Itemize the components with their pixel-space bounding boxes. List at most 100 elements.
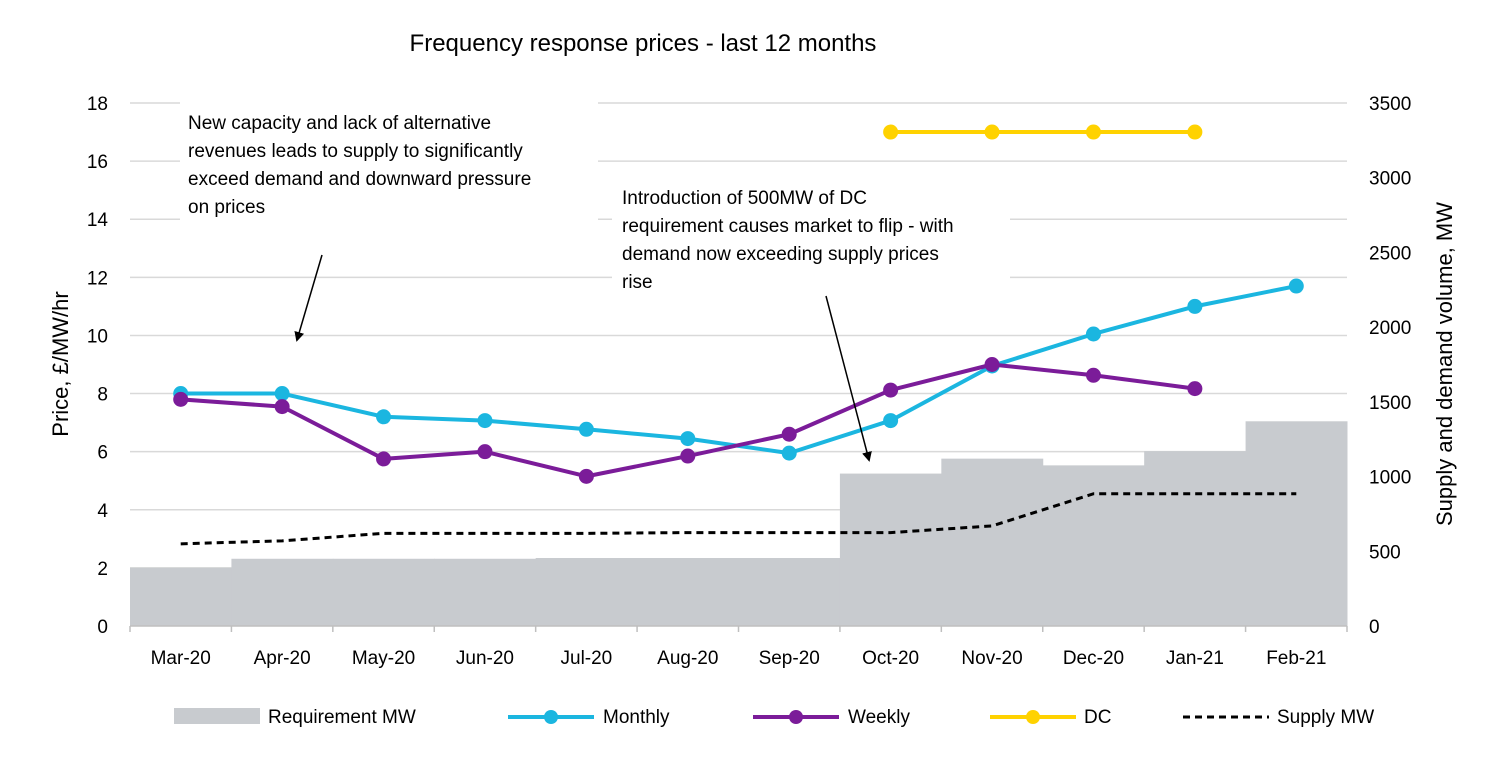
annotation-right-line: demand now exceeding supply prices <box>622 244 939 265</box>
legend-item-dc: DC <box>990 707 1111 728</box>
annotation-right: Introduction of 500MW of DC requirement … <box>612 178 1010 462</box>
y-tick-label-right: 1000 <box>1369 468 1411 489</box>
annotation-left-line: revenues leads to supply to significantl… <box>188 141 523 162</box>
legend-item-requirement: Requirement MW <box>174 707 416 728</box>
x-tick-label: Jul-20 <box>561 648 613 669</box>
weekly-point <box>376 451 392 467</box>
weekly-point <box>1187 381 1203 397</box>
requirement-bar <box>738 558 841 626</box>
legend-label-weekly: Weekly <box>848 707 910 728</box>
y-tick-label-left: 16 <box>87 152 108 173</box>
requirement-bar <box>941 458 1044 626</box>
line-series <box>173 124 1304 546</box>
annotation-left-arrow <box>294 254 323 342</box>
legend-marker-dc <box>1026 710 1040 724</box>
legend-item-weekly: Weekly <box>753 707 910 728</box>
requirement-bar <box>839 473 942 626</box>
monthly-point <box>680 431 696 447</box>
y-axis-right-ticks: 0 500 1000 1500 2000 2500 3000 3500 <box>1369 94 1411 638</box>
y-tick-label-left: 4 <box>97 501 108 522</box>
legend-item-supply: Supply MW <box>1183 707 1374 728</box>
y-tick-label-right: 3000 <box>1369 169 1411 190</box>
monthly-point <box>376 409 392 425</box>
annotation-left-line: New capacity and lack of alternative <box>188 113 491 134</box>
x-tick-label: Dec-20 <box>1063 648 1124 669</box>
annotation-right-line: rise <box>622 272 653 293</box>
x-tick-label: Aug-20 <box>657 648 718 669</box>
x-tick-label: Nov-20 <box>961 648 1022 669</box>
monthly-point <box>781 445 797 461</box>
legend-marker-weekly <box>789 710 803 724</box>
x-axis-ticks: Mar-20 Apr-20 May-20 Jun-20 Jul-20 Aug-20 Sep-… <box>151 648 1327 669</box>
monthly-point <box>274 386 290 402</box>
y-tick-label-left: 12 <box>87 268 108 289</box>
x-tick-label: Oct-20 <box>862 648 919 669</box>
y-tick-label-left: 10 <box>87 326 108 347</box>
legend-label-supply: Supply MW <box>1277 707 1374 728</box>
weekly-point <box>578 468 594 484</box>
x-tick-label: Feb-21 <box>1266 648 1326 669</box>
requirement-series <box>130 421 1348 626</box>
y-tick-label-left: 18 <box>87 94 108 115</box>
monthly-point <box>477 413 493 429</box>
y-tick-label-left: 2 <box>97 559 108 580</box>
dc-point <box>1085 124 1101 140</box>
y-tick-label-left: 0 <box>97 617 108 638</box>
annotation-left-line: on prices <box>188 197 265 218</box>
requirement-bar <box>1245 421 1348 626</box>
y-tick-label-right: 0 <box>1369 617 1380 638</box>
chart-title: Frequency response prices - last 12 mont… <box>410 30 877 57</box>
weekly-point <box>173 391 189 407</box>
monthly-point <box>1085 326 1101 342</box>
weekly-point <box>984 357 1000 372</box>
x-tick-label: Apr-20 <box>254 648 311 669</box>
y-tick-label-right: 500 <box>1369 542 1401 563</box>
requirement-bar <box>130 567 232 626</box>
supply-line <box>180 492 1297 546</box>
legend-swatch-requirement <box>174 708 260 724</box>
dc-point <box>984 124 1000 140</box>
y-tick-label-left: 6 <box>97 443 108 464</box>
monthly-point <box>883 413 899 429</box>
monthly-line <box>180 284 1297 456</box>
dc-point <box>883 124 899 140</box>
weekly-point <box>680 448 696 464</box>
weekly-point <box>477 444 493 460</box>
x-tick-label: Mar-20 <box>151 648 211 669</box>
legend-label-dc: DC <box>1084 707 1111 728</box>
requirement-bar <box>535 558 638 626</box>
requirement-bar <box>1042 465 1145 626</box>
monthly-point <box>578 421 594 437</box>
y-tick-label-right: 3500 <box>1369 94 1411 115</box>
weekly-point <box>274 399 290 415</box>
y-tick-label-left: 8 <box>97 385 108 406</box>
requirement-bar <box>1144 451 1247 626</box>
legend-label-requirement: Requirement MW <box>268 707 416 728</box>
requirement-bar <box>231 558 334 626</box>
x-tick-label: May-20 <box>352 648 415 669</box>
annotation-left: New capacity and lack of alternative rev… <box>180 102 598 342</box>
x-tick-label: Jun-20 <box>456 648 514 669</box>
requirement-bar <box>434 558 537 626</box>
requirement-bar <box>332 558 435 626</box>
dc-point <box>1187 124 1203 140</box>
monthly-point <box>1187 298 1203 314</box>
annotation-right-background <box>612 178 1010 298</box>
x-axis-baseline <box>129 625 1348 632</box>
legend-label-monthly: Monthly <box>603 707 670 728</box>
y-tick-label-right: 1500 <box>1369 393 1411 414</box>
monthly-point <box>1288 278 1304 294</box>
requirement-bar <box>637 558 739 626</box>
x-tick-label: Sep-20 <box>759 648 820 669</box>
y-axis-right-label: Supply and demand volume, MW <box>1432 202 1457 526</box>
weekly-point <box>1085 367 1101 383</box>
weekly-point <box>883 382 899 398</box>
annotation-right-line: Introduction of 500MW of DC <box>622 188 867 209</box>
annotation-left-line: exceed demand and downward pressure <box>188 169 531 190</box>
y-tick-label-right: 2000 <box>1369 318 1411 339</box>
y-tick-label-left: 14 <box>87 210 109 231</box>
annotation-right-arrow <box>825 295 872 462</box>
annotation-left-background <box>180 102 598 222</box>
legend-item-monthly: Monthly <box>508 707 670 728</box>
